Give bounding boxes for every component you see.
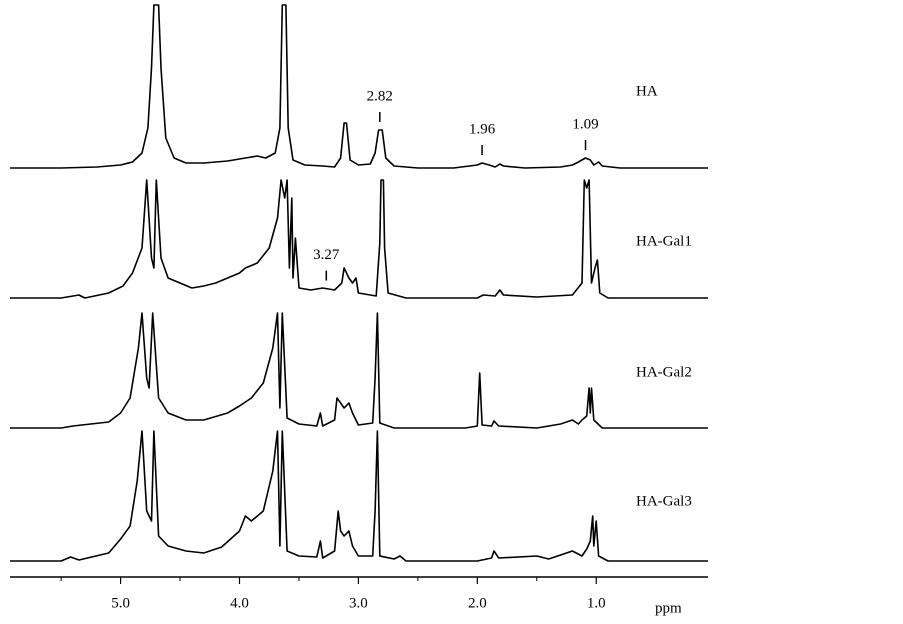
x-axis-label: ppm <box>655 600 682 616</box>
series-label: HA-Gal2 <box>636 364 692 380</box>
spectrum <box>10 312 708 429</box>
x-tick-label: 2.0 <box>468 595 487 611</box>
x-tick-label: 4.0 <box>230 595 249 611</box>
annotation-label: 3.27 <box>313 247 340 263</box>
x-tick-label: 3.0 <box>349 595 368 611</box>
x-tick-label: 5.0 <box>111 595 130 611</box>
spectrum <box>10 430 708 562</box>
annotation-label: 2.82 <box>367 88 393 104</box>
series-label: HA-Gal1 <box>636 233 692 249</box>
x-tick-label: 1.0 <box>587 595 606 611</box>
series-label: HA-Gal3 <box>636 493 692 509</box>
series-label: HA <box>636 83 658 99</box>
annotation-label: 1.09 <box>572 116 598 132</box>
spectrum <box>10 179 708 299</box>
spectrum <box>10 4 708 169</box>
annotation-label: 1.96 <box>469 121 496 137</box>
